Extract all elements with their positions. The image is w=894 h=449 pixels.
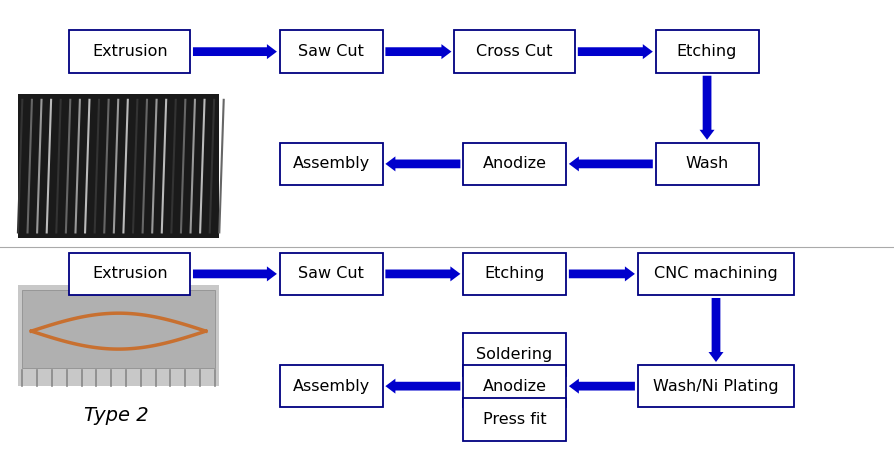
- FancyBboxPatch shape: [22, 290, 215, 368]
- Text: Soldering: Soldering: [476, 347, 552, 362]
- Text: Anodize: Anodize: [482, 156, 546, 172]
- FancyBboxPatch shape: [69, 252, 190, 295]
- FancyBboxPatch shape: [463, 252, 565, 295]
- Text: Saw Cut: Saw Cut: [298, 266, 364, 282]
- Text: Assembly: Assembly: [292, 379, 369, 394]
- FancyBboxPatch shape: [463, 365, 565, 408]
- Text: Etching: Etching: [676, 44, 737, 59]
- Text: Etching: Etching: [484, 266, 544, 282]
- FancyBboxPatch shape: [279, 252, 383, 295]
- FancyBboxPatch shape: [279, 31, 383, 73]
- FancyBboxPatch shape: [654, 31, 758, 73]
- FancyBboxPatch shape: [18, 94, 219, 238]
- FancyBboxPatch shape: [279, 143, 383, 185]
- Text: Type 1: Type 1: [84, 255, 148, 274]
- Text: Saw Cut: Saw Cut: [298, 44, 364, 59]
- FancyBboxPatch shape: [453, 31, 574, 73]
- FancyBboxPatch shape: [637, 365, 794, 408]
- Text: Cross Cut: Cross Cut: [476, 44, 552, 59]
- FancyBboxPatch shape: [463, 143, 565, 185]
- FancyBboxPatch shape: [279, 365, 383, 408]
- Text: Extrusion: Extrusion: [92, 44, 167, 59]
- Text: Extrusion: Extrusion: [92, 266, 167, 282]
- Text: CNC machining: CNC machining: [654, 266, 777, 282]
- FancyBboxPatch shape: [69, 31, 190, 73]
- Text: Press fit: Press fit: [482, 412, 546, 427]
- Text: Assembly: Assembly: [292, 156, 369, 172]
- Text: Wash/Ni Plating: Wash/Ni Plating: [653, 379, 778, 394]
- Text: Type 2: Type 2: [84, 406, 148, 425]
- Text: Wash: Wash: [685, 156, 728, 172]
- FancyBboxPatch shape: [637, 252, 794, 295]
- FancyBboxPatch shape: [463, 333, 565, 376]
- FancyBboxPatch shape: [654, 143, 758, 185]
- FancyBboxPatch shape: [18, 285, 219, 386]
- FancyBboxPatch shape: [463, 399, 565, 441]
- Text: Anodize: Anodize: [482, 379, 546, 394]
